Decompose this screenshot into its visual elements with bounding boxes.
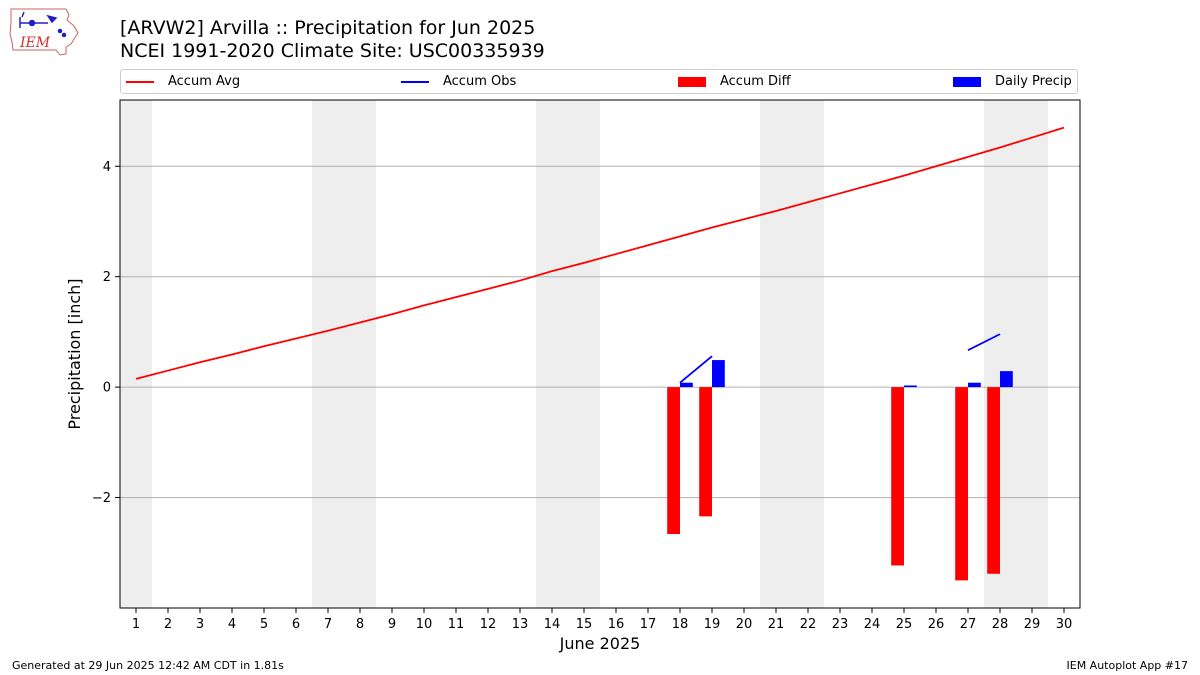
x-tick-label: 19 <box>704 617 721 632</box>
legend-swatch-accum-diff <box>678 73 706 91</box>
x-tick-label: 16 <box>608 617 625 632</box>
x-tick-label: 4 <box>228 617 236 632</box>
y-tick-label: 0 <box>103 381 111 396</box>
daily-precip-bar <box>712 360 725 388</box>
x-tick-label: 9 <box>388 617 396 632</box>
weekend-shade <box>760 100 792 608</box>
weather-station-icon <box>19 11 67 38</box>
chart-title-line1: [ARVW2] Arvilla :: Precipitation for Jun… <box>120 17 536 39</box>
daily-precip-bar <box>968 382 981 388</box>
accum-diff-bar <box>955 387 968 581</box>
x-tick-label: 18 <box>672 617 689 632</box>
legend-swatch-daily-precip <box>953 73 981 91</box>
x-tick-label: 29 <box>1024 617 1041 632</box>
x-tick-label: 12 <box>480 617 497 632</box>
daily-precip-bar <box>904 385 917 388</box>
x-tick-label: 30 <box>1056 617 1073 632</box>
x-tick-label: 22 <box>800 617 817 632</box>
plot-area <box>120 100 1080 608</box>
weekend-shade <box>344 100 376 608</box>
weekend-shade <box>792 100 824 608</box>
x-tick-label: 11 <box>448 617 465 632</box>
x-tick-label: 15 <box>576 617 593 632</box>
legend-swatch-accum-avg <box>126 73 154 91</box>
x-tick-label: 17 <box>640 617 657 632</box>
footer-generated-text: Generated at 29 Jun 2025 12:42 AM CDT in… <box>12 659 284 672</box>
daily-precip-bar <box>680 382 693 388</box>
accum-obs-line <box>679 355 713 384</box>
x-tick-label: 1 <box>132 617 140 632</box>
accum-diff-bar <box>891 387 904 566</box>
x-tick-label: 21 <box>768 617 785 632</box>
footer-app-text: IEM Autoplot App #17 <box>1066 659 1189 672</box>
accum-diff-bar <box>699 387 712 517</box>
y-tick-label: 2 <box>103 270 111 285</box>
x-tick-label: 14 <box>544 617 561 632</box>
weekend-shade <box>1016 100 1048 608</box>
x-tick-label: 13 <box>512 617 529 632</box>
legend-label-daily-precip: Daily Precip <box>995 74 1072 89</box>
iowa-outline-shape <box>9 8 79 56</box>
x-tick-label: 26 <box>928 617 945 632</box>
y-tick-label: −2 <box>92 491 111 506</box>
weekend-shade <box>536 100 568 608</box>
x-tick-label: 5 <box>260 617 268 632</box>
iem-logo: IEM <box>9 8 79 56</box>
y-tick-label: 4 <box>103 160 111 175</box>
legend-label-accum-avg: Accum Avg <box>168 74 241 89</box>
accum-diff-bar <box>987 387 1000 574</box>
accum-avg-line <box>135 126 1065 380</box>
logo-text: IEM <box>19 35 51 51</box>
weekend-shade <box>568 100 600 608</box>
weekend-shade <box>312 100 344 608</box>
x-tick-label: 20 <box>736 617 753 632</box>
chart-title-line2: NCEI 1991-2020 Climate Site: USC00335939 <box>120 40 545 62</box>
x-tick-label: 10 <box>416 617 433 632</box>
weekend-shade <box>120 100 152 608</box>
accum-diff-bar <box>667 387 680 535</box>
x-tick-label: 24 <box>864 617 881 632</box>
x-tick-label: 2 <box>164 617 172 632</box>
x-tick-label: 23 <box>832 617 849 632</box>
chart-legend: Accum Avg Accum Obs Accum Diff Daily Pre… <box>120 69 1078 94</box>
legend-swatch-accum-obs <box>401 73 429 91</box>
accum-obs-line <box>967 333 1001 351</box>
y-axis-label: Precipitation [inch] <box>65 278 84 429</box>
plot-frame <box>119 99 1081 609</box>
legend-label-accum-diff: Accum Diff <box>720 74 791 89</box>
x-axis-label: June 2025 <box>559 634 641 653</box>
x-tick-label: 7 <box>324 617 332 632</box>
x-tick-label: 6 <box>292 617 300 632</box>
x-tick-label: 3 <box>196 617 204 632</box>
legend-label-accum-obs: Accum Obs <box>443 74 517 89</box>
x-tick-label: 25 <box>896 617 913 632</box>
daily-precip-bar <box>1000 371 1013 388</box>
x-tick-label: 8 <box>356 617 364 632</box>
x-tick-label: 28 <box>992 617 1009 632</box>
x-tick-label: 27 <box>960 617 977 632</box>
